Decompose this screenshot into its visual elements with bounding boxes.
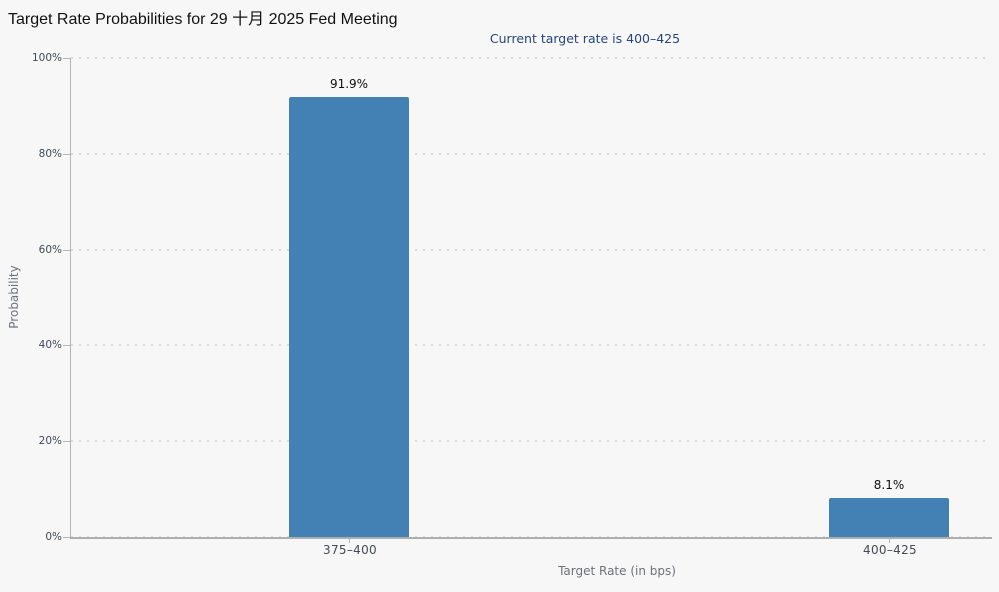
probability-bar bbox=[829, 498, 949, 537]
chart-title: Target Rate Probabilities for 29 十月 2025… bbox=[8, 11, 398, 28]
probability-bar bbox=[289, 96, 409, 537]
gridline bbox=[71, 57, 991, 59]
y-tick-mark bbox=[63, 249, 70, 251]
x-tick-label: 400–425 bbox=[863, 543, 917, 557]
y-tick-label: 40% bbox=[38, 339, 62, 352]
gridline bbox=[71, 440, 991, 443]
x-tick-mark bbox=[349, 539, 350, 543]
chart-subtitle: Current target rate is 400–425 bbox=[489, 31, 681, 46]
bar-value-label: 91.9% bbox=[329, 76, 369, 91]
plot-area: 91.9% 8.1% bbox=[63, 57, 992, 543]
x-axis-title: Target Rate (in bps) bbox=[558, 564, 676, 578]
y-tick-mark bbox=[63, 58, 70, 59]
y-tick-label: 0% bbox=[45, 531, 62, 543]
gridline bbox=[71, 248, 991, 251]
y-tick-mark bbox=[63, 441, 70, 443]
y-tick-mark bbox=[63, 345, 70, 347]
y-tick-label: 100% bbox=[31, 52, 62, 64]
x-tick-mark bbox=[889, 539, 890, 543]
gridline bbox=[71, 344, 991, 347]
gridline bbox=[71, 152, 991, 155]
y-tick-mark bbox=[63, 153, 70, 155]
y-tick-mark bbox=[63, 537, 70, 538]
y-tick-label: 80% bbox=[38, 147, 62, 160]
y-tick-label: 20% bbox=[38, 435, 62, 448]
y-tick-label: 60% bbox=[38, 243, 62, 256]
x-axis-line bbox=[70, 537, 992, 539]
y-axis-line bbox=[70, 58, 71, 537]
y-axis-title: Probability bbox=[7, 265, 21, 329]
bar-value-label: 8.1% bbox=[873, 478, 905, 493]
x-tick-label: 375–400 bbox=[323, 543, 377, 557]
